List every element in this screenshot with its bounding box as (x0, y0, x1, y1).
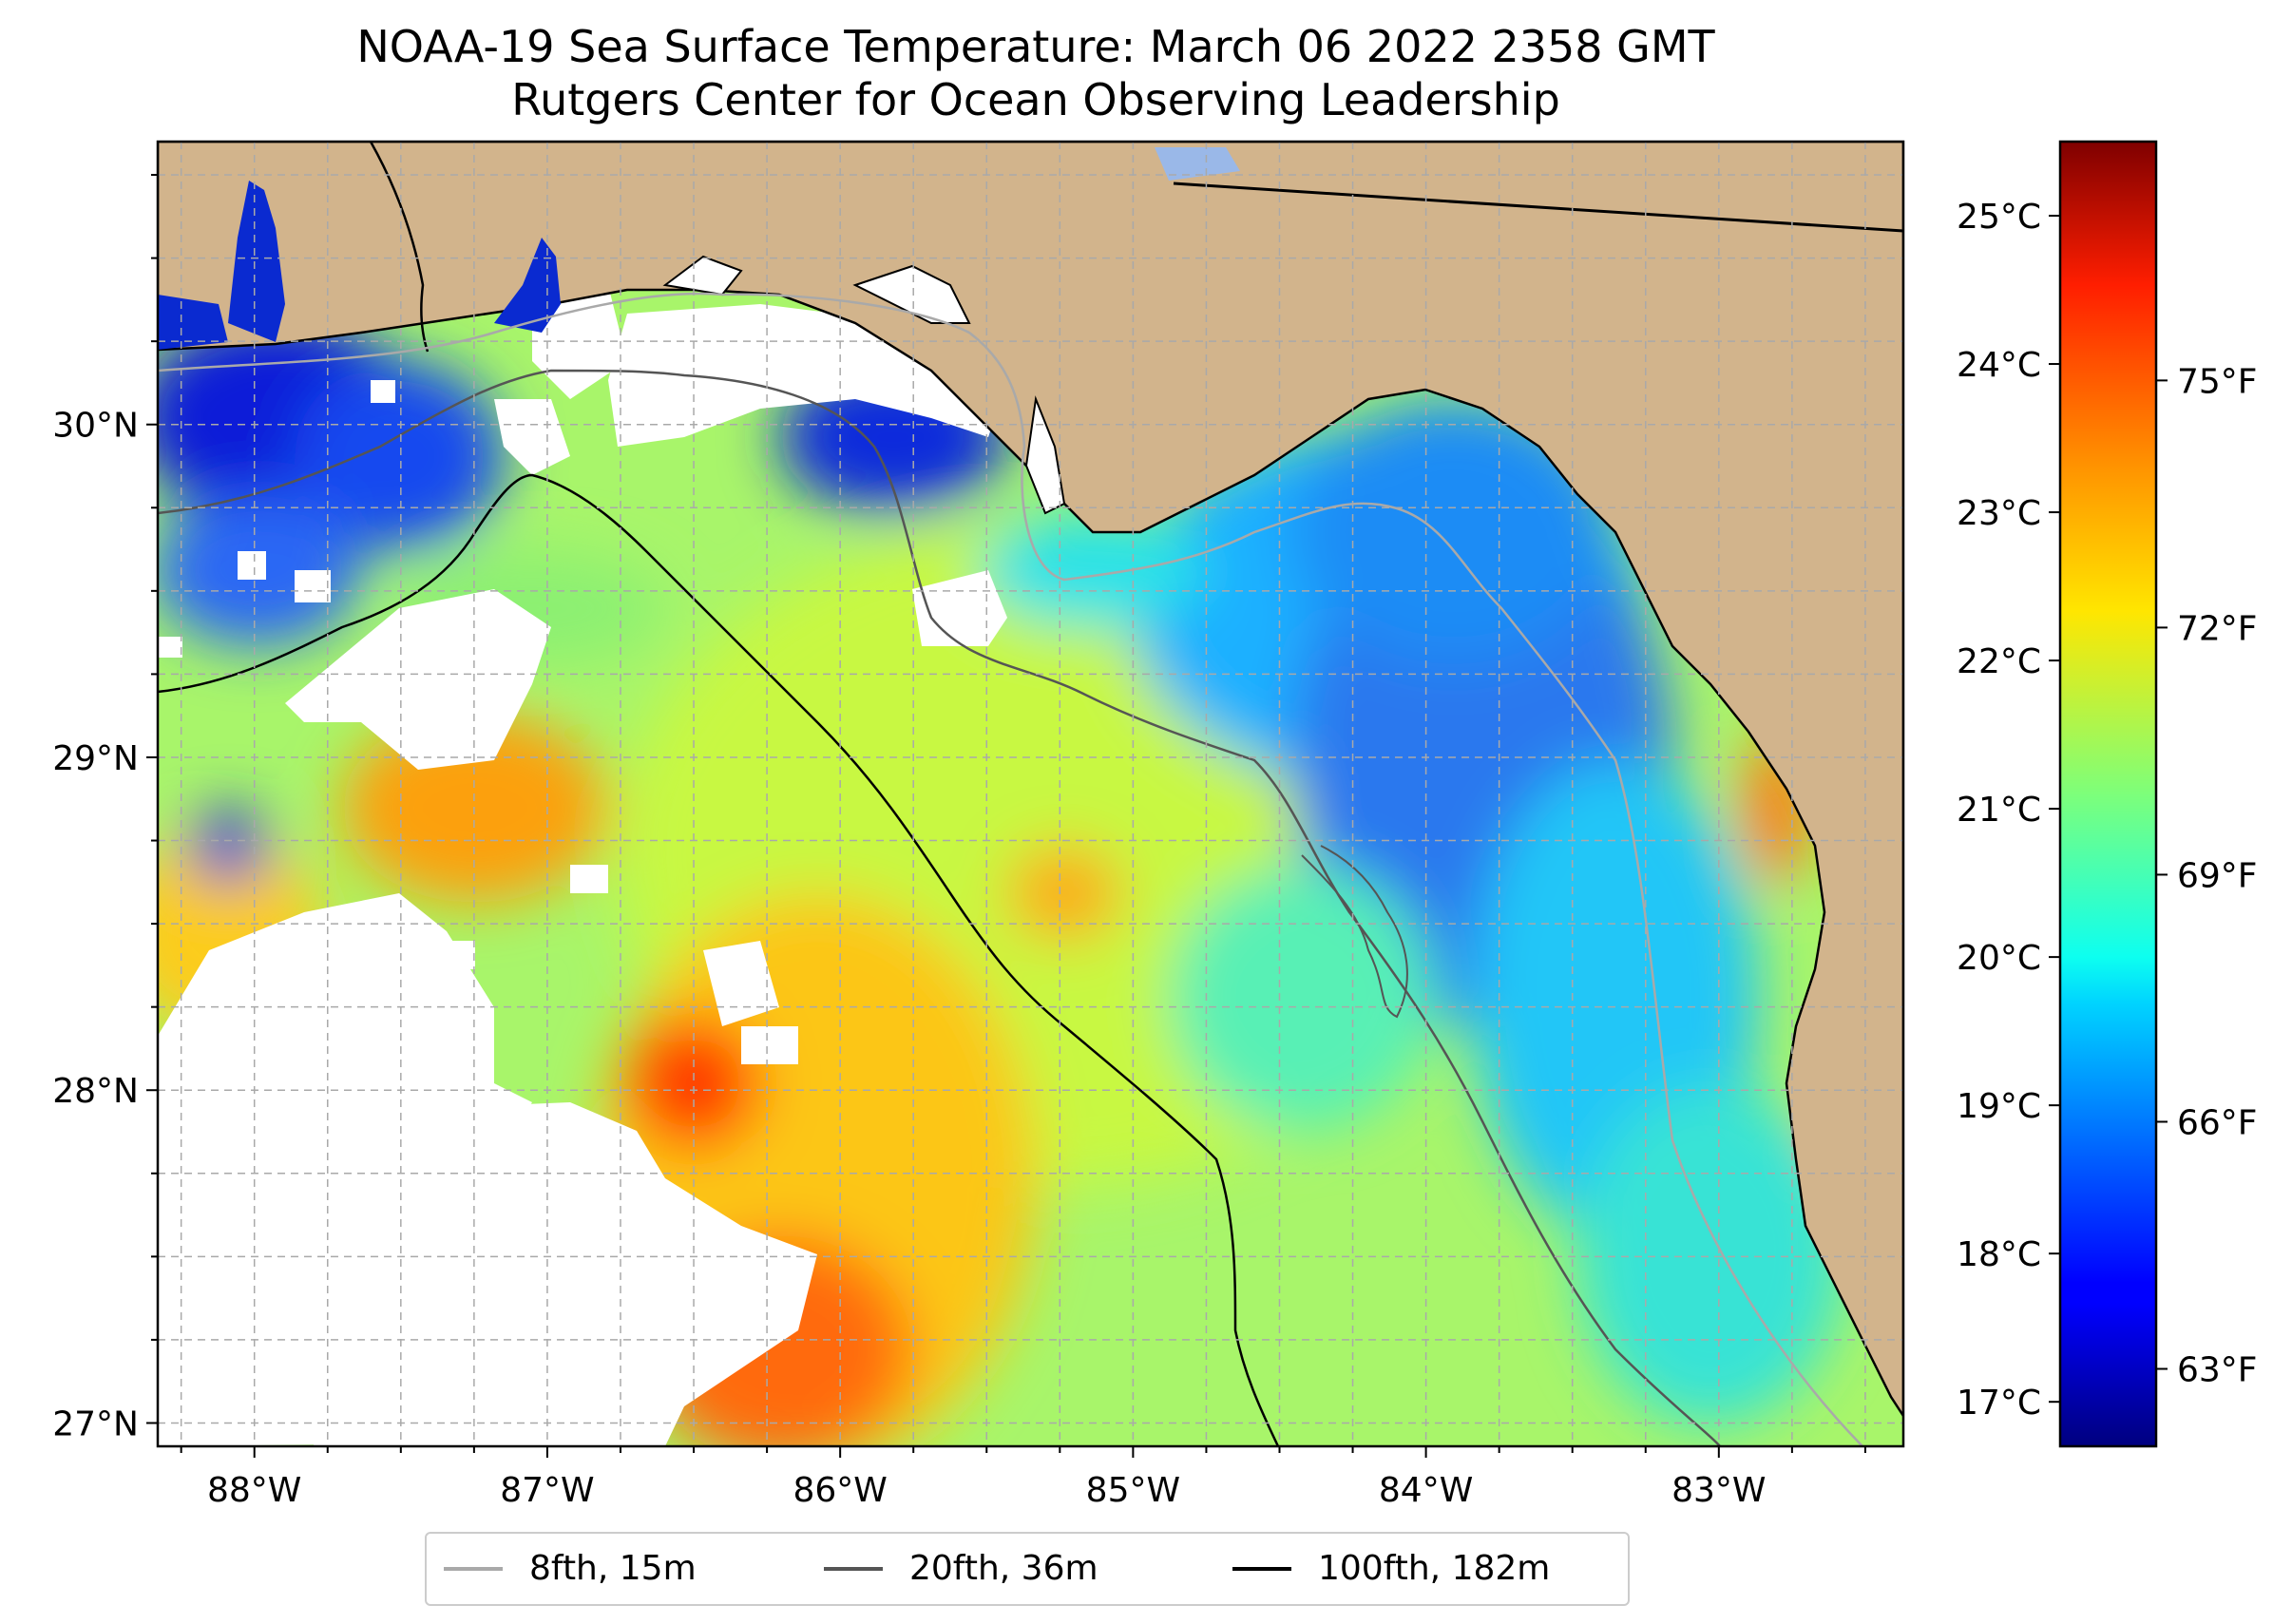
celsius-label: 18°C (1957, 1235, 2041, 1274)
lon-label: 86°W (793, 1471, 887, 1510)
gridlines (158, 142, 1903, 1446)
fahrenheit-label: 66°F (2177, 1103, 2258, 1142)
chart-subtitle: Rutgers Center for Ocean Observing Leade… (511, 74, 1560, 125)
legend-swatch-20fth (824, 1566, 883, 1571)
map-area (158, 142, 1903, 1446)
coastal-bays (662, 255, 1066, 515)
fahrenheit-label: 75°F (2177, 362, 2258, 401)
legend-item-100fth: 100fth, 182m (1232, 1549, 1550, 1588)
state-border-west (369, 142, 430, 353)
celsius-label: 24°C (1957, 346, 2041, 385)
legend-item-20fth: 20fth, 36m (824, 1549, 1098, 1588)
celsius-label: 19°C (1957, 1087, 2041, 1126)
legend-swatch-8fth (444, 1566, 503, 1571)
legend-label-20fth: 20fth, 36m (909, 1549, 1098, 1588)
fahrenheit-label: 63°F (2177, 1351, 2258, 1390)
lat-label: 30°N (52, 407, 139, 446)
celsius-label: 17°C (1957, 1384, 2041, 1423)
legend: 8fth, 15m 20fth, 36m 100fth, 182m (425, 1532, 1630, 1606)
colorbar-frame (2058, 140, 2158, 1448)
contour-20fth (158, 369, 1721, 1446)
fahrenheit-label: 69°F (2177, 856, 2258, 895)
colorbar-ticks: 17°C 18°C 19°C 20°C 21°C 22°C 23°C 24°C 25°C 63°F… (1957, 198, 2257, 1423)
celsius-label: 23°C (1957, 494, 2041, 533)
chart-title: NOAA-19 Sea Surface Temperature: March 0… (356, 21, 1715, 72)
colorbar-gradient (2060, 142, 2156, 1446)
legend-label-100fth: 100fth, 182m (1318, 1549, 1551, 1588)
map-ticks: 88°W 87°W 86°W 85°W 84°W 83°W 30°N 29°N 28°N 27°N (52, 174, 1866, 1510)
lon-label: 88°W (207, 1471, 301, 1510)
lat-label: 29°N (52, 739, 139, 778)
colorbar (2058, 140, 2158, 1448)
lon-label: 83°W (1671, 1471, 1766, 1510)
legend-item-8fth: 8fth, 15m (444, 1549, 697, 1588)
legend-swatch-100fth (1232, 1566, 1291, 1571)
upper-bays (158, 181, 561, 350)
lon-label: 85°W (1086, 1471, 1180, 1510)
lake (1155, 147, 1240, 181)
lat-label: 28°N (52, 1072, 139, 1111)
celsius-label: 25°C (1957, 198, 2041, 237)
celsius-label: 20°C (1957, 939, 2041, 978)
celsius-label: 22°C (1957, 642, 2041, 681)
lon-label: 87°W (500, 1471, 594, 1510)
contour-100fth (158, 473, 1280, 1446)
legend-label-8fth: 8fth, 15m (529, 1549, 697, 1588)
state-border (1173, 182, 1903, 233)
celsius-label: 21°C (1957, 791, 2041, 830)
map-frame (156, 140, 1905, 1448)
fahrenheit-label: 72°F (2177, 609, 2258, 648)
contour-8fth (158, 292, 1863, 1446)
lat-label: 27°N (52, 1404, 139, 1443)
lon-label: 84°W (1379, 1471, 1473, 1510)
